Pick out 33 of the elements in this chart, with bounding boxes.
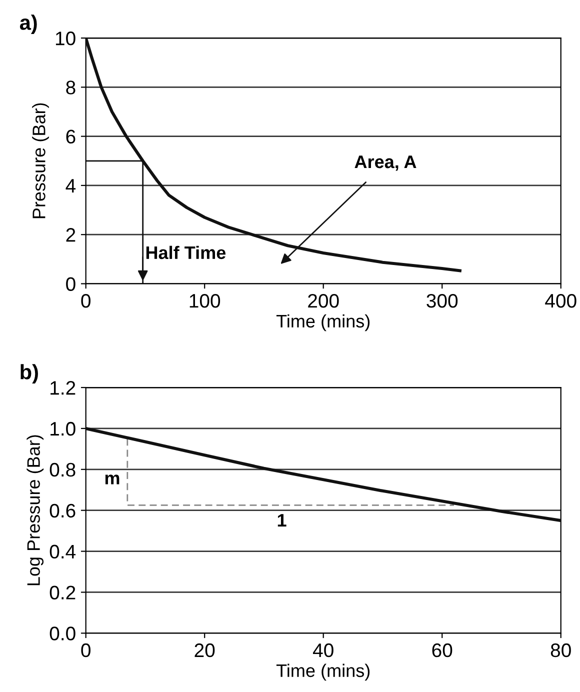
x-axis-title: Time (mins) — [276, 664, 370, 681]
x-tick-label: 300 — [426, 294, 458, 308]
y-axis-title: Log Pressure (Bar) — [26, 435, 44, 586]
y-tick-label: 10 — [56, 32, 76, 46]
x-tick-label: 40 — [312, 643, 334, 658]
y-tick-label: 0.2 — [50, 586, 76, 600]
x-axis-title: Time (mins) — [276, 314, 370, 332]
y-tick-label: 0 — [66, 277, 76, 291]
x-tick-label: 400 — [545, 294, 576, 308]
annotation: 1 — [278, 514, 286, 527]
y-tick-label: 6 — [66, 130, 76, 144]
y-tick-label: 0.0 — [50, 626, 76, 640]
x-tick-label: 0 — [81, 643, 90, 658]
y-tick-label: 1.2 — [50, 380, 76, 395]
y-tick-label: 4 — [66, 179, 76, 192]
y-tick-label: 0.4 — [50, 544, 76, 559]
y-tick-label: 1.0 — [50, 422, 76, 436]
y-tick-label: 8 — [66, 80, 76, 94]
annotation: m — [105, 474, 120, 484]
annotation: Area, A — [354, 156, 416, 171]
chart-title: b) — [20, 364, 38, 384]
x-tick-label: 80 — [550, 643, 571, 658]
y-tick-label: 2 — [66, 228, 76, 242]
x-tick-label: 200 — [308, 294, 339, 308]
x-tick-label: 20 — [194, 643, 215, 658]
x-tick-label: 100 — [190, 294, 220, 308]
chart-title: a) — [20, 14, 37, 34]
x-tick-label: 60 — [432, 643, 452, 658]
x-tick-label: 0 — [81, 294, 90, 308]
annotation: Half Time — [146, 246, 226, 260]
y-tick-label: 0.6 — [50, 504, 76, 518]
y-tick-label: 0.8 — [50, 462, 76, 477]
y-axis-title: Pressure (Bar) — [32, 103, 49, 218]
